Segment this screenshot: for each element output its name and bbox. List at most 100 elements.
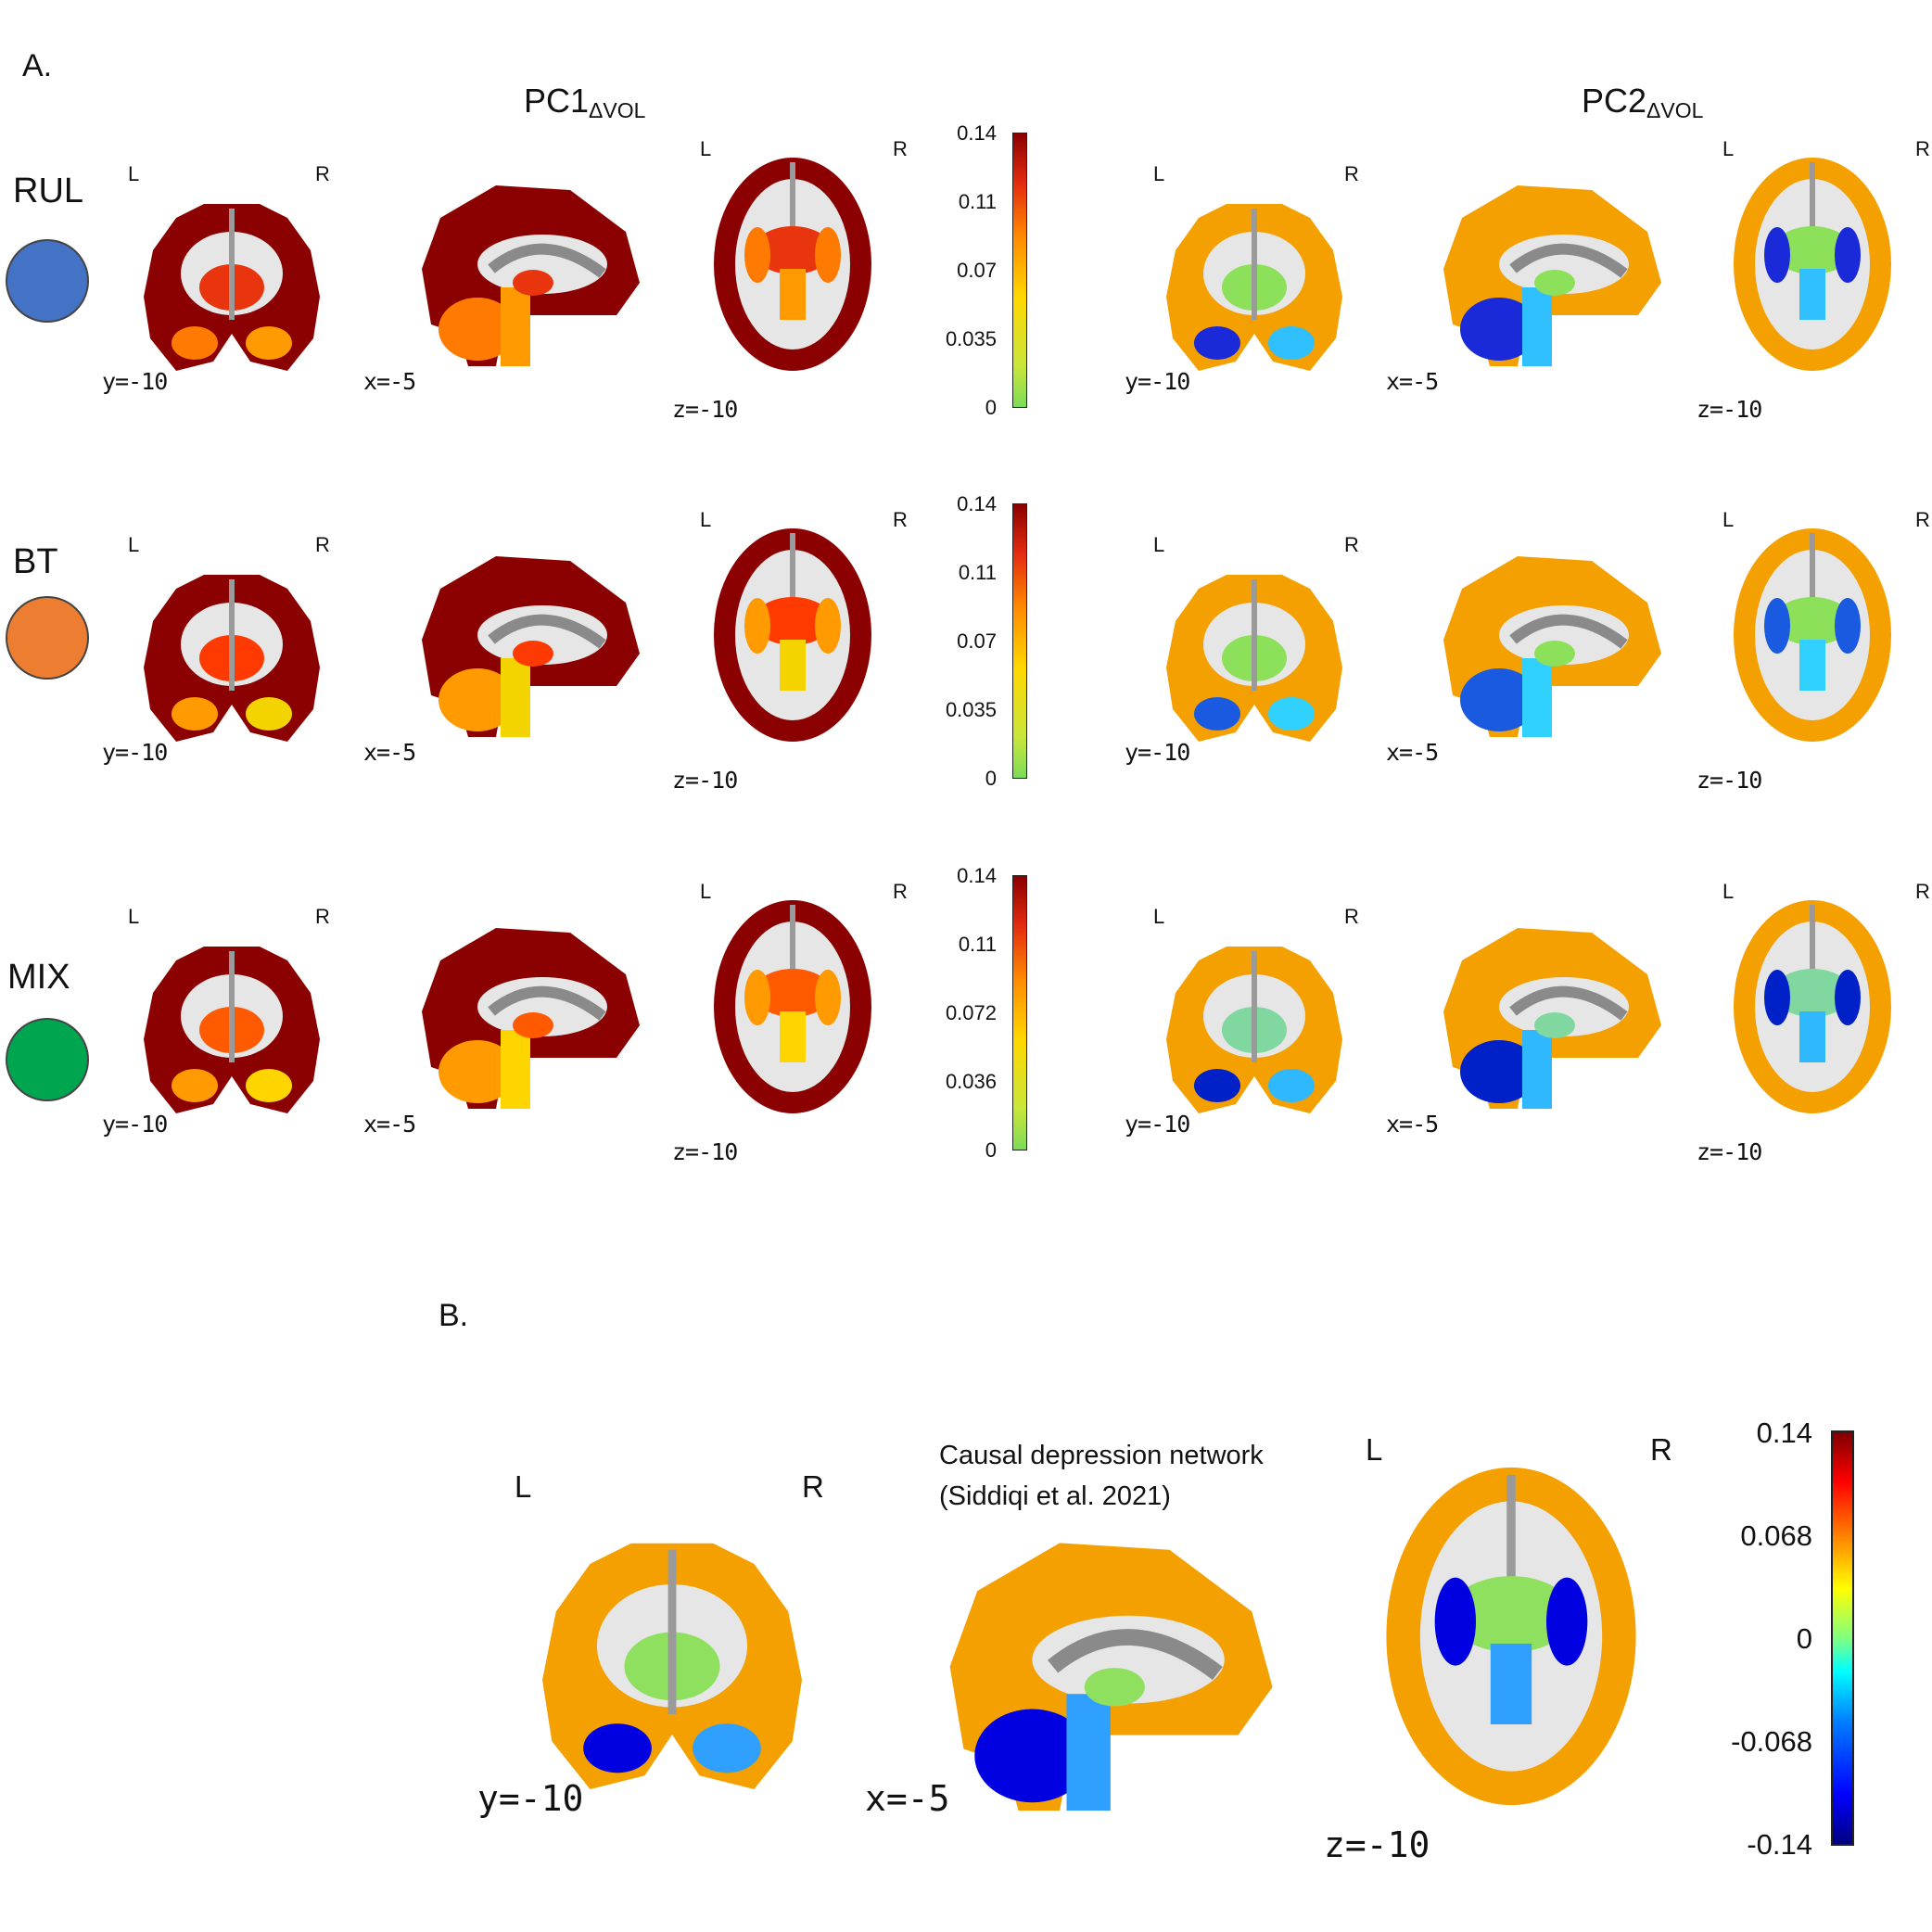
panel-b-coronal-brain-left-temporal	[583, 1723, 652, 1773]
group-label-mix: MIX	[7, 958, 70, 997]
panel-b-axial-left-label: L	[1366, 1432, 1383, 1467]
pc2-title-subscript: ΔVOL	[1646, 98, 1704, 122]
bt-pc2-coronal-brain-right-temporal	[1268, 697, 1315, 731]
panel-b-sagittal-brain-white-matter	[1032, 1615, 1225, 1704]
rul-pc1-axial-brain-left-temporal	[744, 227, 770, 283]
panel-b-colorbar-tick: 0.14	[1756, 1417, 1812, 1449]
bt-pc1-colorbar	[1012, 503, 1027, 779]
bt-pc1-coronal-brain-midline	[229, 579, 235, 691]
bt-pc2-axial-brain-left-temporal	[1764, 598, 1790, 654]
group-dot-bt	[6, 596, 89, 680]
rul-coronal-left-label: L	[128, 162, 140, 185]
panel-b-sagittal-brain-thalamus	[1084, 1668, 1145, 1707]
bt-pc2-sagittal-coord: x=-5	[1386, 739, 1439, 766]
mix-pc1-axial-brain	[714, 900, 871, 1113]
mix-pc2-axial-brain-subcortical	[1773, 969, 1851, 1017]
mix-pc2-axial-brain	[1734, 900, 1891, 1113]
mix-pc1-colorbar	[1012, 875, 1027, 1150]
bt-pc1-sagittal-brain-corpus-callosum	[488, 614, 606, 649]
bt-pc1-sagittal-brain-brainstem	[501, 658, 530, 737]
bt-pc2-coronal-right-label: R	[1344, 533, 1359, 556]
mix-colorbar-tick: 0	[985, 1138, 997, 1162]
mix-pc2-sagittal-coord: x=-5	[1386, 1111, 1439, 1138]
rul-pc2-axial-right-label: R	[1915, 137, 1930, 160]
bt-pc1-axial-brain-subcortical	[754, 597, 832, 645]
bt-colorbar-tick: 0	[985, 767, 997, 790]
bt-colorbar-tick: 0.035	[945, 698, 997, 721]
panel-a-letter: A.	[22, 48, 53, 83]
panel-b-coronal-right-label: R	[802, 1469, 824, 1504]
bt-pc2-coronal-coord: y=-10	[1125, 739, 1190, 766]
bt-pc1-axial-brain-left-temporal	[744, 598, 770, 654]
mix-pc2-coronal-brain-right-temporal	[1268, 1069, 1315, 1102]
rul-colorbar-tick: 0	[985, 396, 997, 419]
bt-pc2-sagittal-brain	[1443, 556, 1661, 737]
bt-pc2-axial-brain	[1734, 528, 1891, 742]
bt-coronal-right-label: R	[315, 533, 330, 556]
panel-b-sagittal-coord: x=-5	[865, 1778, 950, 1819]
mix-axial-coord: z=-10	[672, 1138, 738, 1165]
bt-pc2-coronal-brain-midline	[1252, 579, 1257, 691]
bt-coronal-left-label: L	[128, 533, 140, 556]
rul-pc1-sagittal-brain-white-matter	[477, 235, 607, 294]
bt-pc1-sagittal-brain-thalamus	[513, 641, 553, 667]
bt-pc1-sagittal-brain-white-matter	[477, 605, 607, 665]
bt-pc2-coronal-brain-left-temporal	[1194, 697, 1240, 731]
bt-pc2-coronal-brain	[1166, 575, 1342, 742]
rul-pc2-sagittal-brain-thalamus	[1534, 270, 1575, 296]
bt-pc1-sagittal-brain-cerebellum	[439, 668, 516, 731]
bt-axial-right-label: R	[893, 508, 908, 531]
pc1-title-subscript: ΔVOL	[589, 98, 646, 122]
rul-sagittal-coord: x=-5	[363, 368, 416, 395]
panel-b-colorbar-tick: -0.14	[1747, 1828, 1812, 1861]
mix-colorbar-tick: 0.14	[957, 864, 997, 887]
bt-pc2-axial-brain-right-temporal	[1835, 598, 1861, 654]
rul-pc1-axial-brain-right-temporal	[815, 227, 841, 283]
rul-pc2-sagittal-brain	[1443, 185, 1661, 366]
mix-pc2-sagittal-brain-brainstem	[1522, 1030, 1552, 1109]
rul-pc1-sagittal-brain	[422, 185, 640, 366]
rul-pc1-sagittal-brain-thalamus	[513, 270, 553, 296]
rul-colorbar-tick: 0.14	[957, 121, 997, 145]
rul-pc2-coronal-brain-left-temporal	[1194, 326, 1240, 360]
panel-b-caption: Causal depression network (Siddiqi et al…	[939, 1435, 1264, 1517]
rul-pc2-axial-brain-left-temporal	[1764, 227, 1790, 283]
panel-b-axial-brain-left-temporal	[1434, 1577, 1476, 1666]
mix-sagittal-coord: x=-5	[363, 1111, 416, 1138]
rul-colorbar-tick: 0.11	[958, 190, 997, 213]
mix-colorbar-tick: 0.072	[945, 1001, 997, 1024]
rul-pc2-coronal-left-label: L	[1153, 162, 1165, 185]
panel-b-sagittal-brain-corpus-callosum	[1048, 1629, 1223, 1681]
mix-pc1-sagittal-brain-thalamus	[513, 1012, 553, 1038]
bt-pc2-sagittal-brain-thalamus	[1534, 641, 1575, 667]
mix-pc1-coronal-brain-left-temporal	[172, 1069, 218, 1102]
rul-pc1-sagittal-brain-corpus-callosum	[488, 243, 606, 278]
caption-line-2: (Siddiqi et al. 2021)	[939, 1481, 1171, 1511]
mix-axial-right-label: R	[893, 880, 908, 903]
panel-b-sagittal-brain-cerebellum	[974, 1709, 1090, 1803]
mix-pc2-coronal-brain-midline	[1252, 951, 1257, 1062]
mix-axial-left-label: L	[700, 880, 712, 903]
mix-pc1-axial-brain-left-temporal	[744, 970, 770, 1025]
rul-pc2-sagittal-brain-white-matter	[1499, 235, 1629, 294]
mix-pc1-axial-brain-right-temporal	[815, 970, 841, 1025]
mix-pc2-axial-right-label: R	[1915, 880, 1930, 903]
bt-pc2-sagittal-brain-cerebellum	[1460, 668, 1538, 731]
panel-b-sagittal-brain	[949, 1543, 1273, 1811]
bt-pc2-sagittal-brain-brainstem	[1522, 658, 1552, 737]
mix-colorbar-tick: 0.11	[958, 933, 997, 956]
panel-b-coronal-brain-right-temporal	[693, 1723, 761, 1773]
rul-pc1-coronal-brain-midline	[229, 209, 235, 320]
bt-pc1-coronal-brain-left-temporal	[172, 697, 218, 731]
mix-coronal-coord: y=-10	[102, 1111, 168, 1138]
caption-line-1: Causal depression network	[939, 1441, 1264, 1470]
mix-pc2-coronal-brain	[1166, 947, 1342, 1113]
rul-pc2-axial-brain-brainstem	[1799, 269, 1825, 320]
panel-b-coronal-brain	[542, 1543, 802, 1789]
panel-b-axial-brain	[1386, 1467, 1636, 1806]
bt-pc1-coronal-brain	[144, 575, 320, 742]
bt-pc1-axial-brain-midline	[790, 533, 795, 616]
pc2-column-title: PC2ΔVOL	[1582, 82, 1703, 123]
panel-b-colorbar	[1831, 1430, 1854, 1846]
bt-pc1-axial-brain-brainstem	[780, 640, 806, 691]
